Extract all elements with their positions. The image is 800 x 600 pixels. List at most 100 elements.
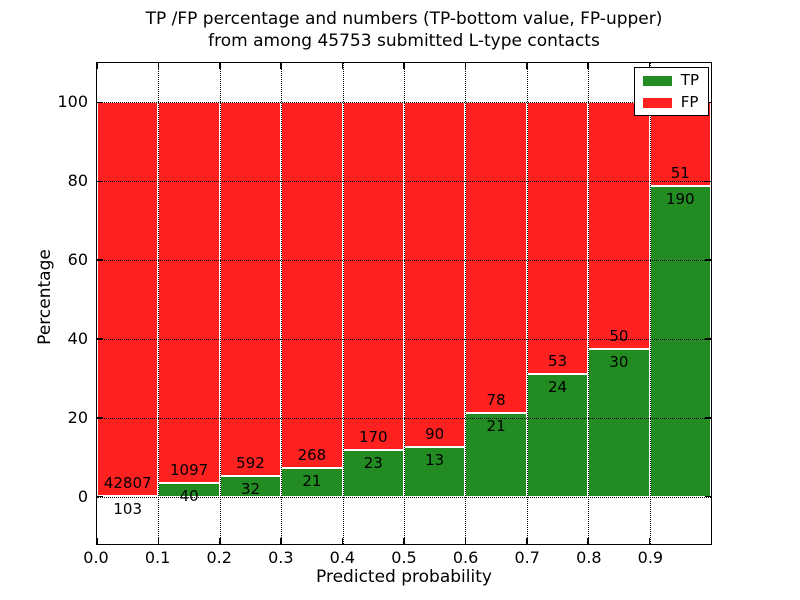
grid-line-vertical xyxy=(219,63,221,544)
x-tick-mark xyxy=(526,63,528,69)
fp-bar xyxy=(588,102,650,349)
x-tick-mark xyxy=(403,538,405,544)
x-tick-mark xyxy=(341,63,344,69)
legend-swatch-tp xyxy=(642,75,672,86)
tp-count-label: 21 xyxy=(486,417,506,436)
x-tick-mark xyxy=(464,538,467,544)
fp-count-label: 53 xyxy=(547,351,568,370)
y-tick-mark xyxy=(97,259,103,261)
tp-bar xyxy=(526,373,589,497)
x-tick-mark xyxy=(280,538,282,544)
fp-count-label: 50 xyxy=(609,326,629,345)
fp-count-label: 268 xyxy=(297,446,327,465)
fp-count-label: 42807 xyxy=(103,473,152,492)
x-tick-mark xyxy=(157,63,160,69)
x-tick-label: 0.6 xyxy=(452,548,479,567)
grid-line-vertical xyxy=(588,63,590,544)
legend-swatch-fp xyxy=(642,97,672,108)
y-tick-mark xyxy=(97,495,103,498)
x-tick-mark xyxy=(464,63,467,69)
grid-line-vertical xyxy=(526,63,528,544)
grid-line-vertical xyxy=(404,63,405,544)
x-tick-mark xyxy=(219,538,221,544)
y-tick-label: 0 xyxy=(77,487,88,507)
legend-label-fp: FP xyxy=(680,93,699,111)
y-tick-label: 40 xyxy=(67,329,88,349)
x-tick-mark xyxy=(341,538,344,544)
x-tick-mark xyxy=(96,538,98,544)
x-tick-label: 0.4 xyxy=(329,548,356,567)
legend: TP FP xyxy=(633,67,709,116)
x-tick-mark xyxy=(280,63,282,69)
x-tick-mark xyxy=(403,63,405,69)
x-tick-label: 0.0 xyxy=(83,548,109,567)
tp-count-label: 23 xyxy=(363,453,383,472)
x-tick-label: 0.9 xyxy=(637,548,664,567)
grid-line-vertical xyxy=(465,63,467,544)
y-tick-mark xyxy=(705,495,711,498)
chart-title-line1: TP /FP percentage and numbers (TP-bottom… xyxy=(145,9,663,29)
x-tick-mark xyxy=(219,63,221,69)
x-axis-label: Predicted probability xyxy=(316,567,492,587)
x-tick-mark xyxy=(157,538,160,544)
y-tick-label: 60 xyxy=(67,249,88,269)
y-tick-label: 20 xyxy=(67,408,88,428)
legend-entry-tp: TP xyxy=(642,71,699,89)
x-tick-mark xyxy=(648,63,651,69)
fp-count-label: 90 xyxy=(425,424,445,443)
fp-count-label: 78 xyxy=(486,391,506,410)
x-tick-mark xyxy=(587,538,589,544)
fp-bar xyxy=(97,102,159,496)
fp-bar xyxy=(404,102,466,447)
tp-bar xyxy=(649,185,711,497)
y-tick-mark xyxy=(705,338,711,340)
grid-line-vertical xyxy=(281,63,283,544)
fp-count-label: 170 xyxy=(358,427,388,446)
tp-bar xyxy=(588,348,650,497)
fp-count-label: 1097 xyxy=(169,460,209,479)
tp-count-label: 21 xyxy=(302,472,322,491)
legend-entry-fp: FP xyxy=(642,93,699,111)
plot-area: 42807 103 1097 40 592 32 268 21 170 23 90 13 78 21 53 2… xyxy=(96,62,712,545)
chart-title-line2: from among 45753 submitted L-type contac… xyxy=(208,31,600,51)
x-tick-label: 0.1 xyxy=(144,548,171,567)
x-tick-label: 0.7 xyxy=(514,548,540,567)
fp-bar xyxy=(342,102,404,450)
fp-bar xyxy=(465,102,527,414)
y-tick-mark xyxy=(97,338,103,340)
y-tick-mark xyxy=(705,180,711,183)
x-tick-mark xyxy=(587,63,589,69)
x-tick-mark xyxy=(648,538,651,544)
fp-bar xyxy=(526,102,589,374)
grid-line-vertical xyxy=(158,63,160,544)
fp-bar xyxy=(281,102,343,469)
fp-count-label: 51 xyxy=(670,163,690,182)
y-tick-label: 100 xyxy=(57,91,88,111)
x-tick-mark xyxy=(526,538,528,544)
tp-count-label: 40 xyxy=(179,486,199,505)
y-tick-mark xyxy=(705,259,711,261)
y-tick-mark xyxy=(705,417,711,419)
y-tick-mark xyxy=(97,101,103,104)
x-tick-label: 0.5 xyxy=(391,548,417,567)
x-tick-label: 0.8 xyxy=(576,548,602,567)
x-tick-label: 0.3 xyxy=(268,548,294,567)
y-tick-mark xyxy=(97,180,103,183)
tp-bar xyxy=(281,468,343,497)
tp-count-label: 24 xyxy=(547,377,568,396)
fp-count-label: 592 xyxy=(236,454,265,473)
legend-label-tp: TP xyxy=(680,71,699,89)
y-tick-label: 80 xyxy=(67,170,88,190)
tp-bar xyxy=(465,413,527,497)
grid-line-vertical xyxy=(342,63,344,544)
y-tick-mark xyxy=(97,417,103,419)
grid-line-vertical xyxy=(649,63,651,544)
fp-bar xyxy=(158,102,220,483)
tp-count-label: 30 xyxy=(609,352,629,371)
x-tick-mark xyxy=(96,63,98,69)
tp-count-label: 103 xyxy=(113,499,143,518)
tp-count-label: 32 xyxy=(240,480,261,499)
chart-title: TP /FP percentage and numbers (TP-bottom… xyxy=(96,8,712,52)
x-tick-label: 0.2 xyxy=(206,548,232,567)
